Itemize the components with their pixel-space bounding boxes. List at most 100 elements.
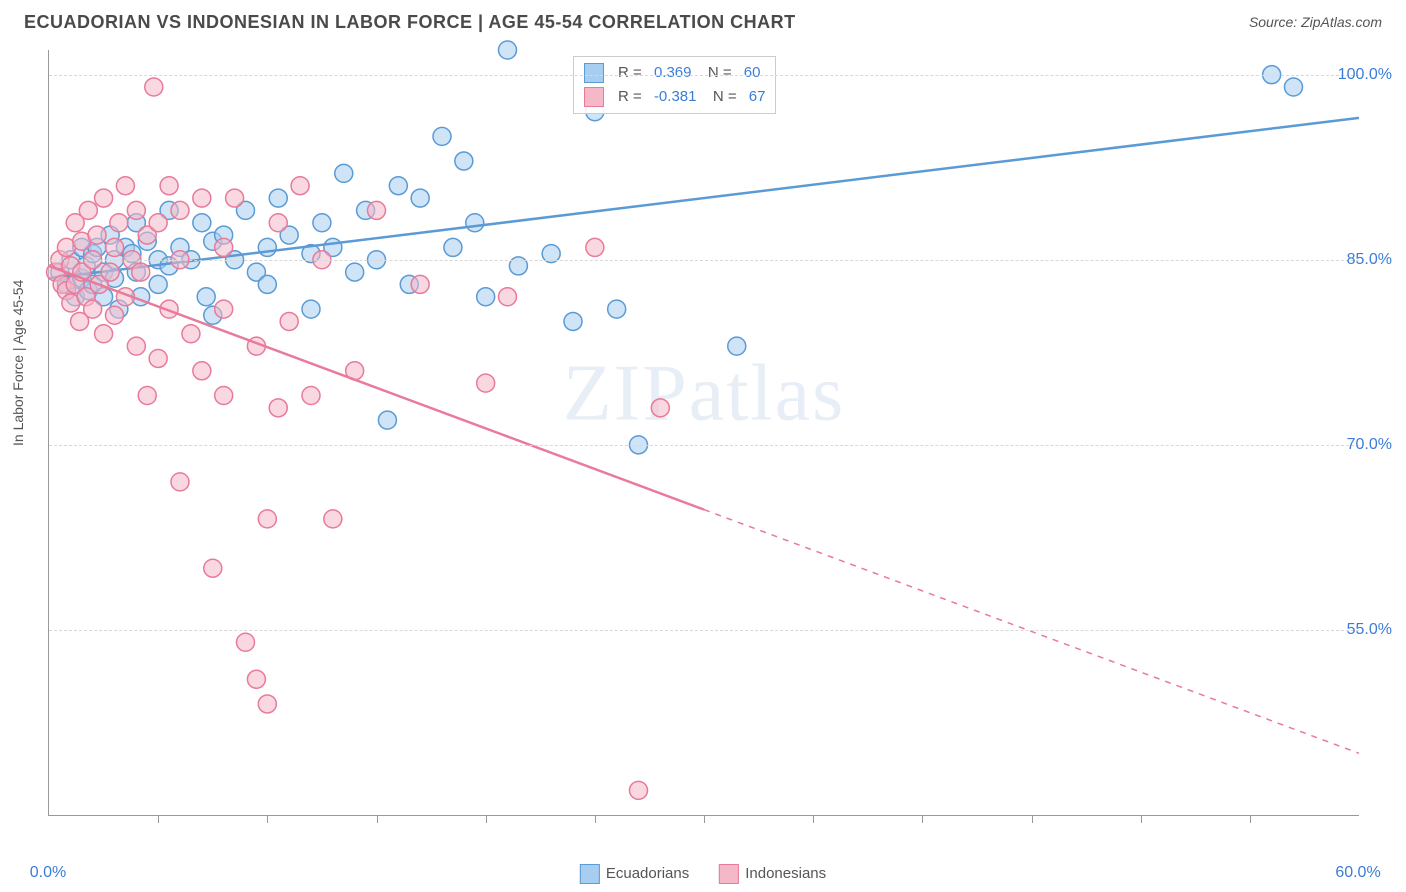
legend-r-value: -0.381	[654, 85, 697, 109]
x-tick	[158, 815, 159, 823]
scatter-point	[280, 312, 298, 330]
y-tick-label: 85.0%	[1347, 251, 1392, 269]
chart-title: ECUADORIAN VS INDONESIAN IN LABOR FORCE …	[24, 12, 796, 33]
scatter-point	[101, 263, 119, 281]
scatter-point	[215, 300, 233, 318]
y-axis-label: In Labor Force | Age 45-54	[10, 280, 26, 446]
scatter-point	[106, 238, 124, 256]
legend-row: R = -0.381 N = 67	[584, 85, 765, 109]
legend-item: Indonesians	[719, 864, 826, 884]
x-tick	[704, 815, 705, 823]
legend-n-value: 67	[749, 85, 766, 109]
scatter-point	[116, 177, 134, 195]
scatter-point	[88, 226, 106, 244]
scatter-point	[258, 510, 276, 528]
scatter-point	[145, 78, 163, 96]
scatter-point	[237, 633, 255, 651]
x-tick	[1032, 815, 1033, 823]
scatter-point	[313, 214, 331, 232]
x-tick	[267, 815, 268, 823]
scatter-point	[378, 411, 396, 429]
scatter-point	[433, 127, 451, 145]
gridline	[49, 445, 1359, 446]
scatter-point	[651, 399, 669, 417]
scatter-point	[455, 152, 473, 170]
scatter-point	[193, 189, 211, 207]
x-tick	[1141, 815, 1142, 823]
scatter-point	[1285, 78, 1303, 96]
legend-r-label: R =	[618, 85, 646, 109]
source-attribution: Source: ZipAtlas.com	[1249, 14, 1382, 30]
scatter-point	[258, 238, 276, 256]
legend-r-value: 0.369	[654, 61, 692, 85]
scatter-point	[149, 349, 167, 367]
x-tick	[486, 815, 487, 823]
scatter-point	[302, 386, 320, 404]
scatter-point	[499, 288, 517, 306]
scatter-point	[215, 386, 233, 404]
gridline	[49, 75, 1359, 76]
x-tick-label: 0.0%	[30, 864, 66, 882]
scatter-point	[149, 214, 167, 232]
legend-series-label: Ecuadorians	[606, 865, 689, 882]
scatter-point	[564, 312, 582, 330]
scatter-point	[106, 306, 124, 324]
legend-n-value: 60	[744, 61, 761, 85]
legend-series-label: Indonesians	[745, 865, 826, 882]
legend-swatch	[719, 864, 739, 884]
scatter-point	[258, 695, 276, 713]
scatter-point	[193, 362, 211, 380]
scatter-point	[127, 201, 145, 219]
scatter-point	[204, 559, 222, 577]
legend-swatch	[584, 63, 604, 83]
scatter-point	[477, 288, 495, 306]
scatter-point	[269, 214, 287, 232]
y-tick-label: 100.0%	[1338, 66, 1392, 84]
scatter-point	[411, 275, 429, 293]
scatter-point	[291, 177, 309, 195]
trend-line-dashed	[704, 510, 1359, 754]
scatter-point	[79, 201, 97, 219]
scatter-point	[499, 41, 517, 59]
scatter-point	[411, 189, 429, 207]
scatter-svg	[49, 50, 1359, 815]
y-tick-label: 55.0%	[1347, 621, 1392, 639]
scatter-point	[193, 214, 211, 232]
gridline	[49, 260, 1359, 261]
legend-r-label: R =	[618, 61, 646, 85]
scatter-point	[127, 337, 145, 355]
scatter-point	[269, 399, 287, 417]
legend-swatch	[584, 87, 604, 107]
scatter-point	[138, 386, 156, 404]
scatter-point	[389, 177, 407, 195]
scatter-point	[608, 300, 626, 318]
scatter-point	[302, 300, 320, 318]
legend-item: Ecuadorians	[580, 864, 689, 884]
scatter-point	[346, 263, 364, 281]
scatter-point	[368, 201, 386, 219]
scatter-point	[444, 238, 462, 256]
scatter-point	[95, 325, 113, 343]
legend-swatch	[580, 864, 600, 884]
plot-area: ZIPatlas R = 0.369 N = 60R = -0.381 N = …	[48, 50, 1359, 816]
scatter-point	[258, 275, 276, 293]
scatter-point	[171, 473, 189, 491]
scatter-point	[247, 670, 265, 688]
scatter-point	[110, 214, 128, 232]
scatter-point	[477, 374, 495, 392]
scatter-point	[149, 275, 167, 293]
y-tick-label: 70.0%	[1347, 436, 1392, 454]
x-tick	[377, 815, 378, 823]
x-tick	[922, 815, 923, 823]
scatter-point	[84, 300, 102, 318]
legend-row: R = 0.369 N = 60	[584, 61, 765, 85]
scatter-point	[182, 325, 200, 343]
correlation-legend: R = 0.369 N = 60R = -0.381 N = 67	[573, 56, 776, 114]
scatter-point	[132, 263, 150, 281]
scatter-point	[197, 288, 215, 306]
legend-n-label: N =	[699, 61, 735, 85]
scatter-point	[630, 781, 648, 799]
scatter-point	[215, 238, 233, 256]
scatter-point	[586, 238, 604, 256]
scatter-point	[335, 164, 353, 182]
